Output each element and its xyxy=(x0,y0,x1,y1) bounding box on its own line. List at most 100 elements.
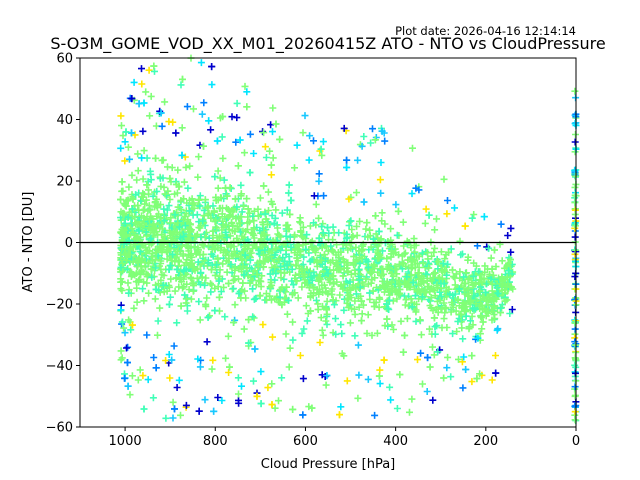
data-point xyxy=(409,144,416,152)
data-point xyxy=(451,204,458,212)
data-point xyxy=(393,405,401,412)
data-point xyxy=(146,167,154,175)
data-point xyxy=(174,247,182,255)
data-point xyxy=(219,260,227,268)
data-point xyxy=(269,104,277,112)
data-point xyxy=(211,173,219,181)
data-point xyxy=(347,217,355,225)
data-point xyxy=(371,136,379,144)
data-point xyxy=(175,376,183,384)
data-point xyxy=(265,207,272,214)
data-point xyxy=(186,220,194,228)
data-point xyxy=(250,295,258,303)
data-point xyxy=(163,255,171,263)
data-point xyxy=(364,375,372,383)
data-point xyxy=(383,265,391,273)
data-point xyxy=(119,132,127,140)
data-point xyxy=(117,356,125,364)
data-point xyxy=(153,187,161,195)
data-point xyxy=(283,206,291,214)
data-point xyxy=(492,295,500,303)
data-point xyxy=(430,314,438,322)
data-point xyxy=(117,254,125,262)
data-point xyxy=(338,350,346,358)
data-point xyxy=(343,156,351,164)
data-point xyxy=(225,255,233,262)
data-point xyxy=(318,223,326,231)
data-point xyxy=(460,273,468,281)
data-point xyxy=(169,414,177,422)
data-point xyxy=(431,269,438,277)
x-tick-label: 1000 xyxy=(109,434,142,449)
data-point xyxy=(149,394,157,402)
data-point xyxy=(160,288,168,296)
data-point xyxy=(247,274,255,282)
data-point xyxy=(272,206,280,214)
data-point xyxy=(300,325,308,333)
data-point xyxy=(181,222,189,229)
data-point xyxy=(145,224,153,232)
data-point xyxy=(392,201,400,209)
data-point xyxy=(243,264,251,272)
data-point xyxy=(173,384,181,391)
data-point xyxy=(381,220,389,228)
data-point xyxy=(220,246,228,254)
data-point xyxy=(319,138,327,146)
data-point xyxy=(371,239,379,247)
data-point xyxy=(138,65,145,73)
data-point xyxy=(340,124,348,132)
data-point xyxy=(167,275,175,283)
data-point xyxy=(257,278,265,286)
data-point xyxy=(211,271,219,279)
data-point xyxy=(398,252,406,260)
data-point xyxy=(118,318,126,326)
data-point xyxy=(363,219,371,227)
data-point xyxy=(454,296,462,303)
data-point xyxy=(252,243,260,251)
data-point xyxy=(233,234,241,242)
data-point xyxy=(360,198,368,206)
data-point xyxy=(387,225,395,233)
data-point xyxy=(353,189,360,197)
data-point xyxy=(195,196,203,204)
data-point xyxy=(157,214,165,222)
data-point xyxy=(166,374,174,382)
data-point xyxy=(162,357,170,364)
data-point xyxy=(283,261,291,269)
data-point xyxy=(203,338,211,346)
data-point xyxy=(271,214,279,222)
data-point xyxy=(152,364,160,372)
data-point xyxy=(305,156,313,164)
data-point xyxy=(369,125,376,133)
data-point xyxy=(196,202,204,210)
data-point xyxy=(325,229,333,237)
data-point xyxy=(124,359,131,367)
data-point xyxy=(222,354,230,362)
data-point xyxy=(128,372,136,380)
data-point xyxy=(260,182,268,190)
data-point xyxy=(372,212,379,220)
data-point xyxy=(204,259,212,267)
data-point xyxy=(164,187,172,195)
data-point xyxy=(286,344,294,352)
data-point xyxy=(389,249,397,257)
data-point xyxy=(194,173,202,181)
data-point xyxy=(139,372,147,380)
data-point xyxy=(292,261,300,269)
data-point xyxy=(415,275,423,283)
data-point xyxy=(203,294,211,302)
data-point xyxy=(465,284,473,292)
data-point xyxy=(171,258,179,266)
data-point xyxy=(259,321,267,329)
data-point xyxy=(299,129,307,137)
data-point xyxy=(347,286,355,294)
data-point xyxy=(471,304,479,312)
data-point xyxy=(166,175,174,183)
data-point xyxy=(470,211,478,218)
data-point xyxy=(250,231,258,239)
data-point xyxy=(138,154,146,162)
data-point xyxy=(481,294,488,302)
data-point xyxy=(263,296,270,304)
data-point xyxy=(311,247,319,254)
data-point xyxy=(336,291,344,299)
